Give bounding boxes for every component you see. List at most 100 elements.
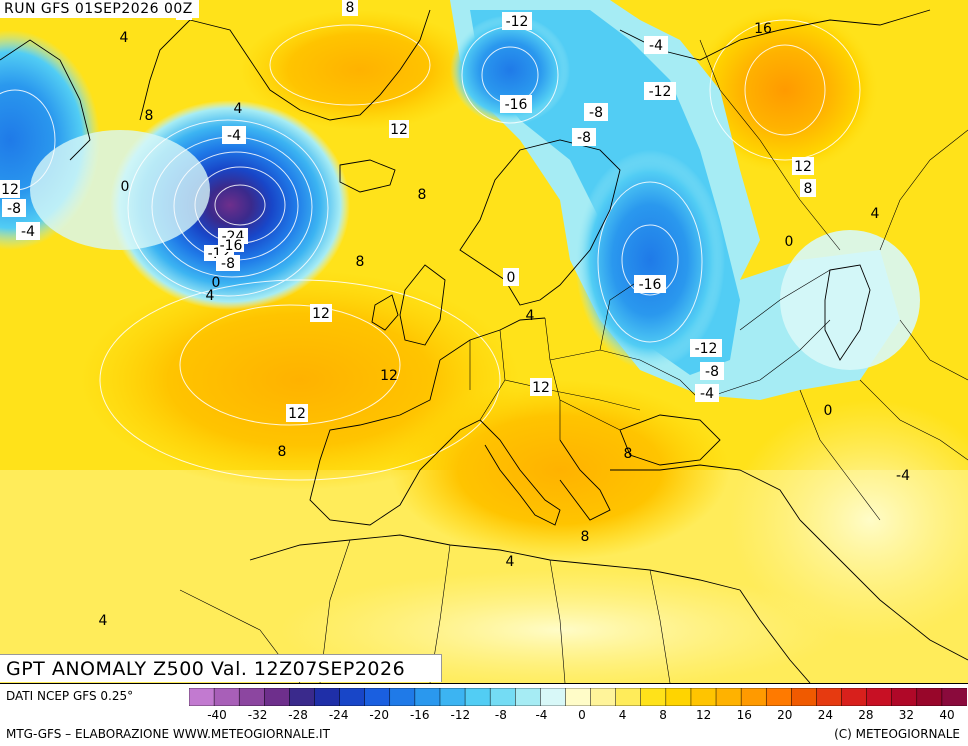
- svg-text:4: 4: [120, 30, 129, 46]
- color-scale-tick-label: 4: [618, 708, 627, 722]
- color-scale-tick-label: 28: [858, 708, 874, 722]
- color-scale-tick-label: -12: [450, 708, 471, 722]
- svg-text:0: 0: [121, 179, 130, 195]
- contour-label: 16: [754, 21, 772, 37]
- color-scale-swatch: [866, 688, 893, 706]
- color-scale-tick-label: 12: [696, 708, 712, 722]
- svg-text:12: 12: [390, 122, 408, 138]
- color-scale-swatch: [339, 688, 366, 706]
- data-source-label: DATI NCEP GFS 0.25°: [6, 689, 134, 703]
- svg-text:8: 8: [624, 446, 633, 462]
- contour-label: 8: [145, 108, 154, 124]
- svg-text:8: 8: [356, 254, 365, 270]
- contour-label: 0: [212, 275, 221, 291]
- svg-text:-12: -12: [506, 14, 529, 30]
- color-scale-swatch: [891, 688, 918, 706]
- svg-text:8: 8: [278, 444, 287, 460]
- color-scale-swatch: [489, 688, 517, 706]
- svg-text:8: 8: [346, 0, 355, 16]
- color-scale-tick-label: -16: [409, 708, 430, 722]
- svg-text:-4: -4: [227, 128, 241, 144]
- color-scale-swatch: [389, 688, 416, 706]
- svg-text:0: 0: [785, 234, 794, 250]
- svg-text:-12: -12: [649, 84, 672, 100]
- contour-label: 8: [342, 0, 358, 16]
- color-scale-tick-label: -40: [207, 708, 227, 722]
- contour-label: -8: [584, 103, 608, 121]
- color-scale-swatch: [916, 688, 943, 706]
- color-scale-ticks: -40 -32 -28 -24 -20 -16 -12 -8 -4 0 4 8 12 16 20 24 28 32…: [189, 708, 967, 724]
- contour-label: 0: [121, 179, 130, 195]
- contour-label: 8: [356, 254, 365, 270]
- credit-label: MTG-GFS – ELABORAZIONE WWW.METEOGIORNALE…: [6, 727, 330, 741]
- contour-label: 4: [871, 206, 880, 222]
- contour-label: -12: [690, 339, 722, 357]
- svg-text:-16: -16: [639, 277, 662, 293]
- color-scale-tick-label: 8: [659, 708, 667, 722]
- color-scale-swatch: [414, 688, 441, 706]
- map-title: GPT ANOMALY Z500 Val. 12Z07SEP2026: [0, 654, 442, 682]
- color-scale-swatch: [615, 688, 642, 706]
- contour-label: -12: [644, 82, 676, 100]
- contour-label: -4: [222, 126, 246, 144]
- color-scale-swatch: [238, 688, 266, 706]
- svg-text:4: 4: [234, 101, 243, 117]
- contour-label: -4: [16, 222, 40, 240]
- color-scale-swatch: [189, 688, 215, 706]
- contour-label: 0: [785, 234, 794, 250]
- pale-yellow-area-east: [730, 400, 968, 640]
- color-scale-tick-label: 0: [578, 708, 586, 722]
- color-scale-swatch: [590, 688, 617, 706]
- contour-label: 0: [503, 268, 519, 286]
- svg-text:12: 12: [380, 368, 398, 384]
- svg-text:12: 12: [312, 306, 330, 322]
- svg-text:12: 12: [794, 159, 812, 175]
- svg-text:-4: -4: [700, 386, 714, 402]
- svg-text:0: 0: [824, 403, 833, 419]
- svg-text:0: 0: [507, 270, 516, 286]
- contour-label: 4: [234, 101, 243, 117]
- svg-text:-8: -8: [7, 201, 21, 217]
- color-scale-swatch: [515, 688, 542, 706]
- country-borders: [179, 39, 968, 683]
- color-scale-swatch: [665, 688, 692, 706]
- color-scale-swatch: [841, 688, 868, 706]
- low-center-svalbard: [450, 15, 570, 125]
- contour-label: 8: [278, 444, 287, 460]
- color-scale-swatch: [213, 688, 240, 706]
- svg-text:-16: -16: [220, 238, 243, 254]
- svg-text:8: 8: [581, 529, 590, 545]
- contour-label: -8: [572, 128, 596, 146]
- color-scale-swatch: [364, 688, 391, 706]
- color-scale-tick-label: -8: [494, 708, 507, 722]
- svg-text:-8: -8: [589, 105, 603, 121]
- color-scale-tick-label: -32: [247, 708, 268, 722]
- contour-label: -16: [500, 95, 532, 113]
- color-scale-swatch: [715, 688, 742, 706]
- svg-text:16: 16: [754, 21, 772, 37]
- svg-text:4: 4: [526, 308, 535, 324]
- svg-text:8: 8: [418, 187, 427, 203]
- contour-label: 4: [206, 288, 215, 304]
- color-scale-tick-label: 20: [777, 708, 793, 722]
- color-scale-tick-label: 16: [736, 708, 752, 722]
- color-scale-swatch: [791, 688, 818, 706]
- orange-anomaly-mediterranean: [390, 380, 730, 560]
- color-scale-tick-label: -24: [328, 708, 349, 722]
- contour-labels: 0 4 8 -4 8 12 8 4 12 0 -8 -4 -24 -12 -16…: [0, 0, 910, 629]
- color-scale-tick-label: 32: [898, 708, 915, 722]
- contour-label: 8: [624, 446, 633, 462]
- contour-label: -16: [218, 238, 244, 254]
- svg-text:-12: -12: [695, 341, 718, 357]
- contour-label: 12: [792, 157, 814, 175]
- contour-label: 4: [506, 554, 515, 570]
- color-scale-swatch: [816, 688, 843, 706]
- contour-label: -16: [634, 275, 666, 293]
- color-scale-swatch: [439, 688, 466, 706]
- copyright-label: (C) METEOGIORNALE: [834, 727, 960, 741]
- coastlines: [0, 9, 968, 683]
- contour-label: 8: [581, 529, 590, 545]
- color-scale-tick-label: -4: [535, 708, 548, 722]
- contour-label: 0: [824, 403, 833, 419]
- contour-label: -8: [216, 255, 240, 272]
